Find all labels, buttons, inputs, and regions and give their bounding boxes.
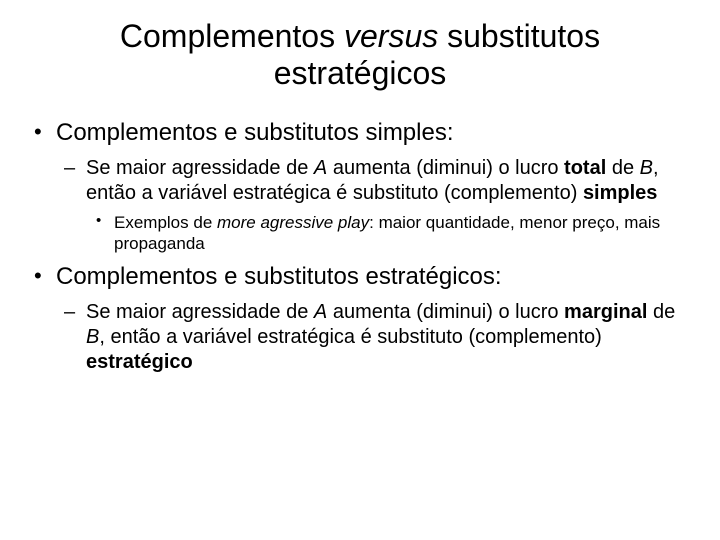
text-run: A <box>314 301 327 323</box>
bullet-text: Complementos e substitutos simples: <box>56 119 454 146</box>
title-pre: Complementos <box>120 18 344 54</box>
slide-title: Complementos versus substitutos estratég… <box>28 18 692 92</box>
text-run: B <box>640 157 653 179</box>
bullet-level2: Se maior agressidade de A aumenta (dimin… <box>56 156 692 255</box>
text-run: de <box>647 301 675 323</box>
text-run: A <box>314 157 327 179</box>
bullet-level2: Se maior agressidade de A aumenta (dimin… <box>56 300 692 375</box>
text-run: Exemplos de <box>114 213 217 232</box>
sub-list: Se maior agressidade de A aumenta (dimin… <box>56 300 692 375</box>
sub-list: Se maior agressidade de A aumenta (dimin… <box>56 156 692 255</box>
bullet-level1: Complementos e substitutos estratégicos:… <box>28 262 692 375</box>
slide: Complementos versus substitutos estratég… <box>0 0 720 540</box>
text-run: aumenta (diminui) o lucro <box>327 301 564 323</box>
sub-sub-list: Exemplos de more agressive play: maior q… <box>86 212 692 255</box>
bullet-text: Complementos e substitutos estratégicos: <box>56 263 502 290</box>
text-run: de <box>606 157 639 179</box>
title-italic: versus <box>344 18 438 54</box>
text-run: Se maior agressidade de <box>86 157 314 179</box>
text-run: marginal <box>564 301 647 323</box>
text-run: estratégico <box>86 351 193 373</box>
text-run: B <box>86 326 99 348</box>
text-run: Se maior agressidade de <box>86 301 314 323</box>
text-run: , então a variável estratégica é substit… <box>99 326 601 348</box>
bullet-level1: Complementos e substitutos simples: Se ma… <box>28 118 692 255</box>
bullet-list: Complementos e substitutos simples: Se ma… <box>28 118 692 376</box>
text-run: simples <box>583 182 657 204</box>
text-run: total <box>564 157 606 179</box>
bullet-level3: Exemplos de more agressive play: maior q… <box>86 212 692 255</box>
text-run: aumenta (diminui) o lucro <box>327 157 564 179</box>
text-run: more agressive play <box>217 213 369 232</box>
